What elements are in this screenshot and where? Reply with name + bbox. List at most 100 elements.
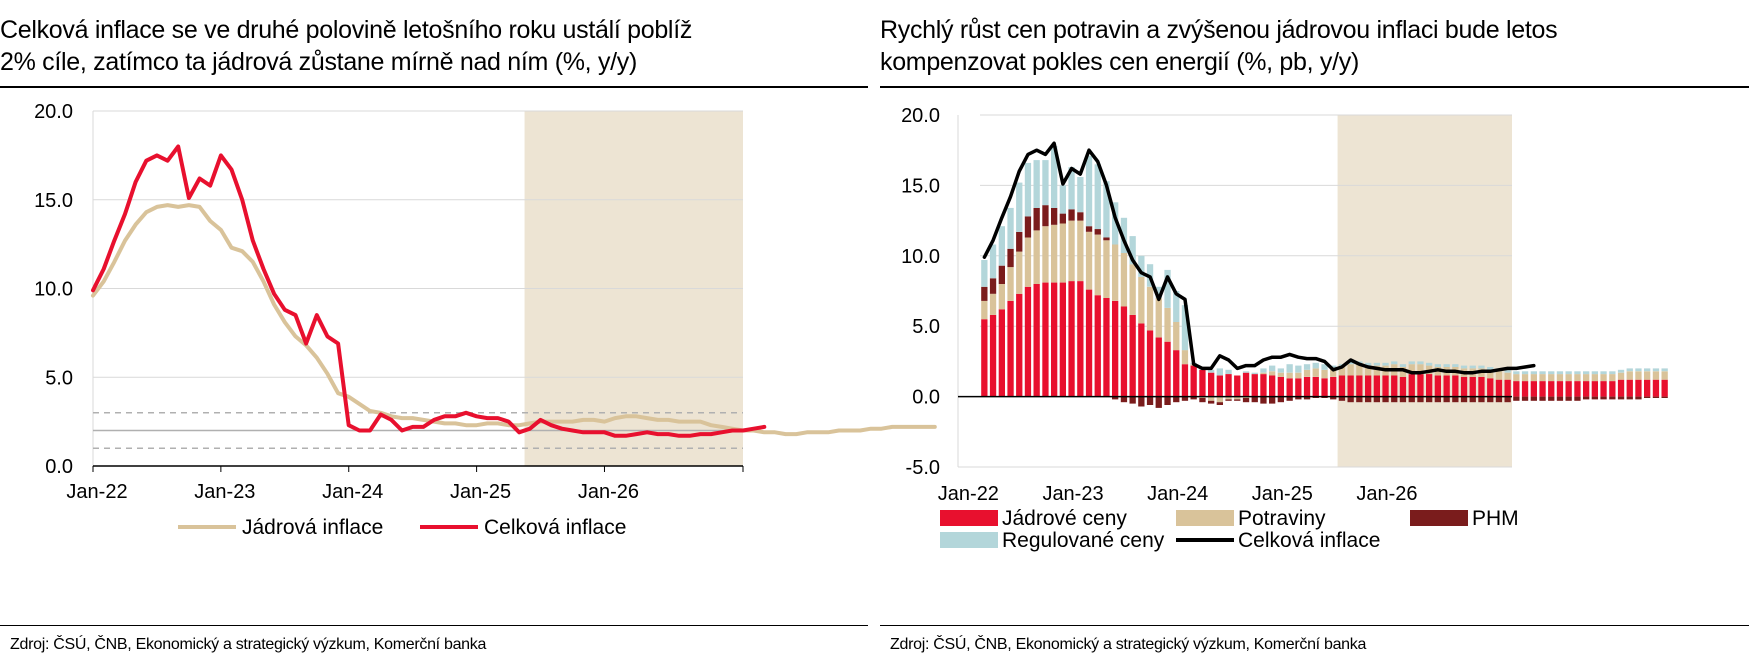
bar-core-prices	[1312, 376, 1319, 397]
bar-food	[1661, 371, 1668, 380]
y-tick-label: 0.0	[45, 456, 73, 478]
bar-fuels	[1644, 396, 1651, 398]
bar-regulated	[1530, 371, 1537, 375]
bar-regulated	[1164, 269, 1171, 308]
bar-fuels	[1016, 231, 1023, 252]
bar-fuels	[989, 278, 997, 294]
bar-fuels	[1173, 396, 1180, 403]
bar-fuels	[1190, 396, 1197, 400]
legend-label-core-prices: Jádrové ceny	[1002, 507, 1127, 530]
bar-fuels	[1077, 212, 1084, 221]
bar-food	[1330, 368, 1337, 377]
x-tick-label: Jan-26	[1356, 483, 1417, 505]
bar-core-prices	[1382, 375, 1389, 397]
bar-core-prices	[1478, 376, 1485, 397]
bar-core-prices	[1469, 376, 1476, 397]
bar-core-prices	[1600, 381, 1607, 397]
bar-fuels	[1295, 396, 1302, 400]
bar-fuels	[1365, 396, 1372, 403]
bar-core-prices	[1565, 381, 1572, 397]
bar-regulated	[1155, 286, 1162, 299]
bar-regulated	[1321, 364, 1328, 370]
legend-swatch-core-prices	[940, 510, 998, 526]
bar-core-prices	[1085, 289, 1093, 397]
bar-fuels	[1460, 396, 1468, 403]
bar-regulated	[1269, 365, 1276, 372]
bar-food	[1321, 369, 1328, 379]
bar-food	[1303, 369, 1311, 377]
bar-fuels	[1146, 396, 1154, 405]
bar-regulated	[1417, 361, 1424, 365]
bar-food	[1356, 364, 1363, 376]
bar-fuels	[1330, 396, 1337, 400]
bar-core-prices	[989, 314, 997, 397]
bar-fuels	[1513, 396, 1520, 401]
bar-regulated	[1487, 367, 1494, 370]
y-tick-label: 20.0	[34, 101, 73, 123]
forecast-shade	[1337, 115, 1512, 467]
bar-fuels	[1443, 396, 1450, 403]
bar-core-prices	[1556, 381, 1564, 397]
bar-regulated	[1548, 371, 1555, 375]
bar-fuels	[1286, 396, 1293, 401]
bar-core-prices	[1051, 282, 1058, 397]
bar-fuels	[1609, 396, 1616, 400]
bar-food	[1495, 371, 1503, 380]
bar-regulated	[989, 244, 997, 279]
bar-regulated	[1426, 362, 1433, 366]
bar-regulated	[1181, 305, 1189, 351]
bar-regulated	[1452, 364, 1459, 367]
bar-regulated	[1173, 291, 1180, 322]
bar-food	[1399, 367, 1407, 377]
bar-food	[1085, 231, 1093, 290]
bar-core-prices	[1181, 364, 1189, 397]
y-tick-label: 5.0	[912, 316, 940, 338]
bar-food	[1033, 230, 1040, 284]
bar-food	[1295, 372, 1302, 379]
bar-regulated	[1312, 362, 1319, 369]
bar-food	[1094, 234, 1101, 296]
bar-core-prices	[1173, 350, 1180, 397]
bar-food	[1583, 374, 1590, 382]
bar-food	[1487, 369, 1494, 379]
bar-core-prices	[1321, 378, 1328, 397]
bar-core-prices	[1103, 298, 1110, 397]
bar-regulated	[1260, 368, 1267, 373]
bar-fuels	[1085, 226, 1093, 232]
bar-food	[1120, 253, 1128, 307]
bar-regulated	[1051, 146, 1058, 208]
bar-core-prices	[1460, 376, 1468, 397]
bar-food	[1260, 372, 1267, 375]
bar-food	[1338, 365, 1346, 376]
legend-label-regulated: Regulované ceny	[1002, 529, 1165, 552]
legend-label-headline: Celková inflace	[484, 516, 626, 539]
bar-fuels	[1199, 398, 1206, 403]
bar-fuels	[1103, 237, 1110, 241]
legend-swatch-food	[1176, 510, 1234, 526]
line-chart-inflation: 0.0 5.0 10.0 15.0 20.0 Jan-22 Jan-23 Jan-24 Jan-…	[34, 101, 937, 539]
bar-food	[1530, 374, 1537, 382]
bar-fuels	[1469, 396, 1476, 403]
y-tick-label: 10.0	[901, 246, 940, 268]
bar-core-prices	[1216, 375, 1223, 397]
title-rule-right	[880, 86, 1749, 88]
bar-regulated	[1286, 364, 1293, 373]
bar-food	[1103, 240, 1110, 298]
bar-regulated	[1504, 369, 1511, 373]
bar-core-prices	[1260, 374, 1267, 397]
legend-swatch-regulated	[940, 532, 998, 548]
bar-fuels	[1408, 396, 1415, 403]
bar-fuels	[1600, 396, 1607, 400]
bar-fuels	[1347, 396, 1354, 403]
bar-food	[989, 293, 997, 315]
bar-food	[1347, 364, 1354, 376]
bar-food	[1513, 374, 1520, 382]
bar-fuels	[1617, 396, 1625, 400]
bar-fuels	[1164, 396, 1171, 405]
bar-core-prices	[1347, 375, 1354, 397]
bar-food	[1635, 371, 1642, 380]
bar-food	[1521, 374, 1529, 382]
bar-core-prices	[1530, 381, 1537, 397]
bar-fuels	[1094, 229, 1101, 235]
bar-food	[1365, 365, 1372, 376]
